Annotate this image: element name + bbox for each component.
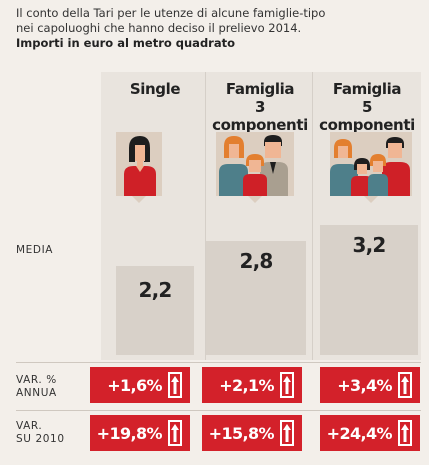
col-head-famiglia-5: Famiglia 5 componenti (313, 80, 421, 134)
up-arrow-icon (168, 420, 182, 446)
header: Il conto della Tari per le utenze di alc… (16, 6, 416, 51)
var-2010-famiglia-3: +15,8% (202, 415, 302, 451)
col-head-famiglia-3-line1: Famiglia (225, 80, 295, 98)
up-arrow-icon (398, 420, 412, 446)
bar-label-single: 2,2 (138, 278, 172, 302)
col-head-single-line: Single (129, 80, 181, 98)
row-label-var-annua: VAR. % ANNUA (16, 374, 57, 400)
row-label-media: MEDIA (16, 244, 54, 256)
bar-single (116, 266, 194, 355)
family-3-icon (216, 132, 294, 203)
var-annua-famiglia-3-value: +2,1% (219, 376, 274, 395)
var-2010-famiglia-5-value: +24,4% (326, 424, 393, 443)
title-line-1: Il conto della Tari per le utenze di alc… (16, 6, 326, 20)
var-2010-famiglia-3-value: +15,8% (208, 424, 275, 443)
row-divider (16, 362, 421, 363)
row-label-var-2010: VAR. SU 2010 (16, 420, 65, 446)
single-person-icon (116, 132, 162, 203)
bar-label-famiglia-5: 3,2 (352, 233, 386, 257)
var-2010-famiglia-5: +24,4% (320, 415, 420, 451)
col-head-famiglia-3-line2: 3 componenti (212, 98, 308, 134)
row-label-var-annua-line1: VAR. % (16, 374, 57, 386)
bar-famiglia-3 (206, 241, 306, 355)
up-arrow-icon (280, 372, 294, 398)
var-annua-famiglia-5: +3,4% (320, 367, 420, 403)
bar-famiglia-5 (320, 225, 418, 355)
bar-label-famiglia-3: 2,8 (239, 249, 273, 273)
col-head-famiglia-5-line2: 5 componenti (319, 98, 415, 134)
col-head-single: Single (101, 80, 209, 98)
var-2010-single-value: +19,8% (96, 424, 163, 443)
var-annua-single-value: +1,6% (107, 376, 162, 395)
row-label-var-2010-line2: SU 2010 (16, 433, 65, 445)
up-arrow-icon (280, 420, 294, 446)
up-arrow-icon (168, 372, 182, 398)
family-5-icon (330, 132, 412, 203)
var-annua-famiglia-5-value: +3,4% (337, 376, 392, 395)
column-separator (312, 72, 313, 360)
row-label-var-annua-line2: ANNUA (16, 387, 57, 399)
up-arrow-icon (398, 372, 412, 398)
var-annua-famiglia-3: +2,1% (202, 367, 302, 403)
col-head-famiglia-5-line1: Famiglia (332, 80, 402, 98)
col-head-famiglia-3: Famiglia 3 componenti (206, 80, 314, 134)
column-separator (205, 72, 206, 360)
row-label-var-2010-line1: VAR. (16, 420, 43, 432)
row-divider (16, 410, 421, 411)
var-annua-single: +1,6% (90, 367, 190, 403)
title-line-2: nei capoluoghi che hanno deciso il preli… (16, 21, 302, 35)
subtitle: Importi in euro al metro quadrato (16, 36, 236, 50)
var-2010-single: +19,8% (90, 415, 190, 451)
